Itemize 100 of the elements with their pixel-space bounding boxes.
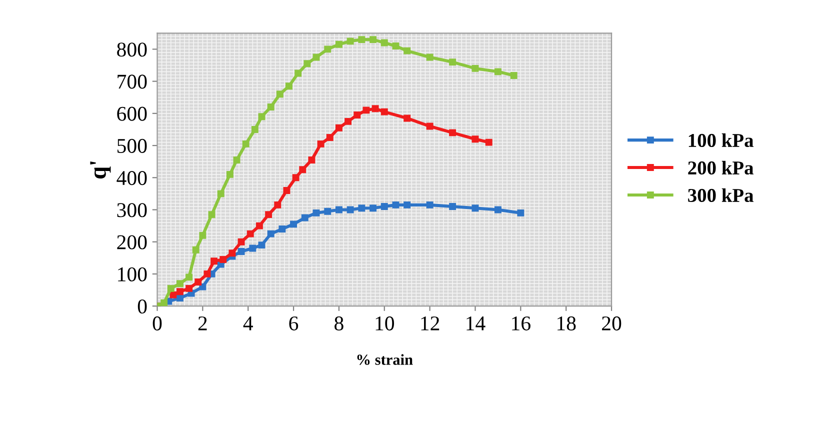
x-tick-label: 14 — [466, 316, 486, 330]
point — [267, 230, 274, 238]
point — [292, 174, 300, 182]
point — [249, 244, 256, 252]
point — [404, 47, 411, 54]
point — [404, 201, 411, 208]
point — [304, 60, 311, 68]
point — [517, 209, 524, 216]
x-tick-label: 10 — [376, 316, 394, 330]
point — [472, 136, 479, 143]
point — [472, 204, 479, 212]
point — [220, 256, 227, 263]
point — [199, 283, 206, 290]
point — [267, 104, 274, 110]
point — [494, 206, 502, 214]
point — [258, 113, 266, 120]
y-tick-label: 400 — [116, 171, 147, 186]
y-axis-title: q' — [90, 162, 111, 178]
point — [426, 122, 434, 130]
point — [204, 270, 211, 278]
x-tick-label: 12 — [421, 316, 440, 330]
y-tick-label: 500 — [117, 138, 147, 153]
point — [485, 138, 492, 146]
point — [317, 140, 324, 148]
point — [344, 118, 352, 125]
point — [449, 129, 456, 136]
point — [283, 187, 290, 194]
point — [238, 238, 245, 246]
y-tick-label: 0 — [138, 299, 147, 314]
y-tick-label: 200 — [117, 235, 147, 250]
point — [362, 106, 370, 114]
point — [210, 258, 218, 265]
point — [346, 206, 354, 214]
point — [404, 114, 411, 122]
x-tick-label: 20 — [602, 316, 622, 330]
x-tick-label: 4 — [243, 316, 253, 330]
point — [199, 232, 206, 239]
point — [233, 156, 240, 164]
point — [392, 42, 400, 50]
point — [294, 70, 302, 77]
point — [301, 214, 308, 222]
y-tick-label: 100 — [118, 267, 147, 282]
point — [256, 222, 263, 230]
legend-label: 300 kPa — [688, 188, 754, 202]
x-tick-label: 16 — [512, 316, 530, 330]
x-tick-label: 6 — [289, 316, 298, 330]
x-tick-label: 8 — [334, 316, 344, 330]
point — [167, 284, 174, 292]
point — [324, 46, 332, 53]
point — [258, 242, 266, 249]
point — [449, 58, 456, 66]
point — [358, 204, 366, 212]
point — [299, 166, 306, 174]
point — [170, 291, 177, 298]
point — [242, 140, 250, 148]
point — [308, 156, 316, 164]
point — [246, 230, 254, 238]
point — [358, 36, 366, 44]
point — [312, 54, 320, 61]
point — [251, 126, 258, 133]
point — [312, 209, 320, 216]
point — [186, 284, 193, 292]
point — [335, 206, 342, 214]
point — [226, 170, 234, 178]
point — [372, 105, 379, 112]
point — [510, 72, 518, 79]
point — [228, 250, 236, 257]
point — [449, 203, 456, 210]
point — [176, 288, 184, 296]
x-tick-label: 18 — [558, 316, 576, 330]
point — [176, 294, 184, 302]
legend-label: 200 kPa — [688, 160, 754, 175]
y-tick-label: 800 — [117, 42, 147, 57]
point — [426, 201, 434, 208]
point — [335, 124, 342, 132]
point — [354, 112, 361, 118]
point — [392, 201, 400, 208]
point — [324, 208, 332, 215]
point — [286, 82, 292, 90]
legend-label: 100 kPa — [688, 133, 754, 148]
point — [208, 211, 216, 218]
x-tick-label: 0 — [152, 316, 162, 330]
point — [380, 203, 388, 210]
point — [426, 54, 434, 61]
point — [380, 108, 388, 116]
x-tick-label: 2 — [198, 316, 207, 330]
y-tick-label: 300 — [117, 203, 147, 218]
point — [290, 220, 297, 228]
y-tick-label: 600 — [117, 106, 147, 121]
y-tick-label: 700 — [118, 74, 147, 89]
point — [194, 278, 202, 286]
point — [370, 36, 376, 44]
point — [238, 248, 245, 255]
point — [472, 64, 479, 72]
point — [186, 274, 193, 281]
point — [346, 38, 354, 45]
point — [160, 299, 168, 306]
point — [335, 40, 342, 48]
point — [274, 201, 282, 208]
point — [192, 246, 200, 254]
